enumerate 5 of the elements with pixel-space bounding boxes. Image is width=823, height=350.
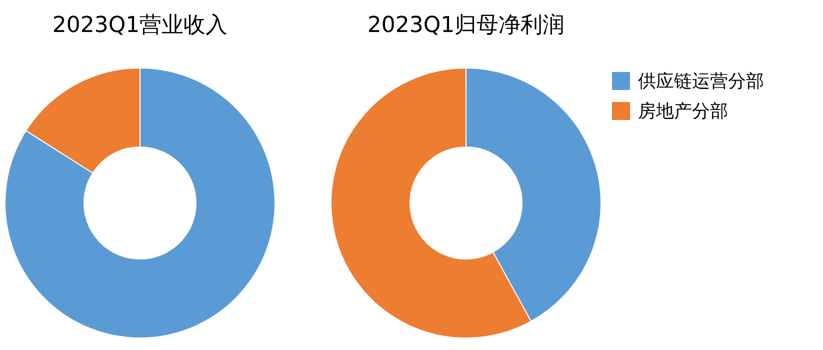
chart-title: 2023Q1归母净利润 (367, 13, 565, 38)
legend-label: 房地产分部 (638, 101, 728, 122)
donut-slice (4, 68, 276, 338)
legend-label: 供应链运营分部 (638, 71, 764, 92)
chart-title: 2023Q1营业收入 (52, 13, 228, 38)
